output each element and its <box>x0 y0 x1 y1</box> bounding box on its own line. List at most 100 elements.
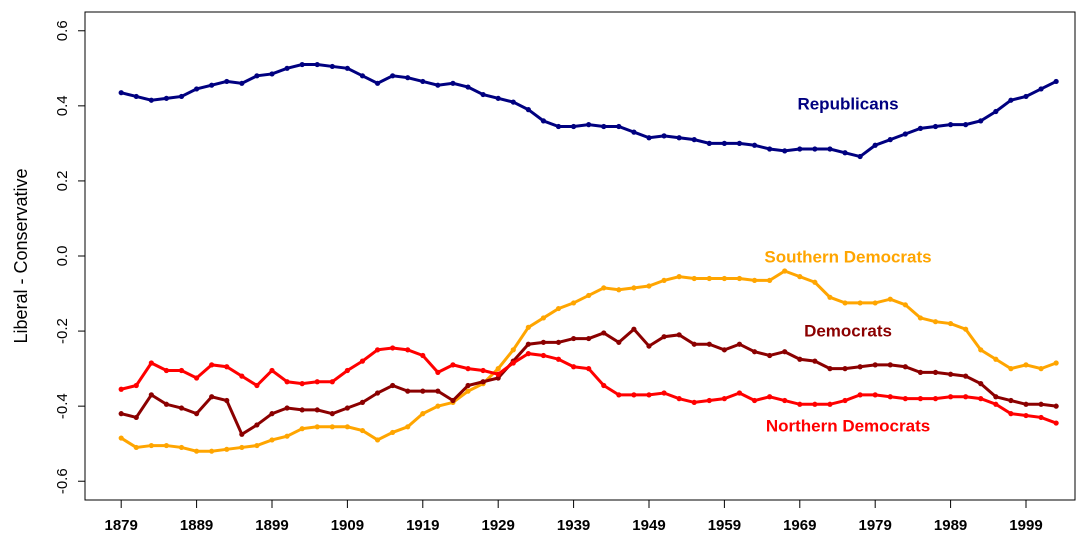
data-point <box>148 97 154 103</box>
data-point <box>751 349 758 355</box>
data-point <box>767 277 773 283</box>
data-point <box>797 401 803 407</box>
data-point <box>947 122 954 128</box>
data-point <box>586 122 592 128</box>
data-point <box>193 448 200 454</box>
series-label: Democrats <box>804 321 892 340</box>
data-point <box>133 414 139 421</box>
x-tick-label: 1899 <box>255 517 288 534</box>
data-point <box>751 397 758 404</box>
x-tick-label: 1979 <box>859 517 892 534</box>
data-point <box>465 84 471 90</box>
data-point <box>133 382 139 389</box>
data-point <box>978 347 984 353</box>
data-point <box>118 411 124 417</box>
data-point <box>480 367 486 374</box>
data-point <box>465 382 471 389</box>
data-point <box>450 80 456 86</box>
data-point <box>525 341 531 347</box>
data-point <box>224 397 230 404</box>
data-point <box>586 292 592 299</box>
x-tick-label: 1969 <box>783 517 816 534</box>
data-point <box>932 396 939 402</box>
data-point <box>932 369 939 375</box>
data-point <box>842 397 848 404</box>
data-point <box>1038 401 1044 407</box>
x-tick-label: 1989 <box>934 517 967 534</box>
series-line <box>120 346 1057 425</box>
data-point <box>691 399 697 405</box>
data-point <box>118 90 124 96</box>
data-point <box>993 401 999 407</box>
data-point <box>782 397 788 404</box>
data-point <box>947 320 954 327</box>
data-point <box>329 411 335 417</box>
data-point <box>254 442 260 449</box>
data-point <box>420 411 426 417</box>
data-point <box>767 352 773 359</box>
data-point <box>857 364 863 370</box>
data-point <box>465 388 471 394</box>
y-tick-label: 0.4 <box>54 95 71 116</box>
y-tick-label: 0.0 <box>54 246 71 267</box>
data-point <box>570 123 577 130</box>
x-tick-label: 1909 <box>331 517 364 534</box>
data-point <box>540 315 547 321</box>
data-point <box>963 122 969 128</box>
data-point <box>359 73 366 79</box>
data-point <box>239 431 245 437</box>
data-point <box>1023 401 1029 407</box>
data-point <box>314 407 320 413</box>
data-point <box>118 386 124 392</box>
data-point <box>782 268 788 274</box>
data-point <box>1038 86 1044 92</box>
data-point <box>374 390 381 396</box>
data-point <box>555 305 562 312</box>
data-point <box>209 362 215 368</box>
data-point <box>827 366 833 372</box>
data-point <box>405 424 411 430</box>
data-point <box>193 411 200 417</box>
data-point <box>993 356 999 362</box>
data-point <box>555 123 562 130</box>
data-point <box>661 277 667 283</box>
data-point <box>872 142 878 148</box>
data-point <box>405 347 411 353</box>
data-point <box>797 356 803 362</box>
data-point <box>1008 366 1014 372</box>
data-point <box>390 73 396 79</box>
data-point <box>239 373 245 379</box>
data-point <box>359 358 366 364</box>
data-point <box>691 341 697 347</box>
data-point <box>616 392 622 398</box>
data-point <box>495 366 501 372</box>
data-point <box>435 369 441 375</box>
data-point <box>1023 93 1029 100</box>
data-point <box>314 61 320 68</box>
data-point <box>1008 397 1014 404</box>
data-point <box>1038 366 1044 372</box>
data-point <box>993 394 999 400</box>
data-point <box>148 442 154 449</box>
data-point <box>163 401 170 407</box>
data-point <box>917 125 924 131</box>
data-point <box>329 63 335 70</box>
data-point <box>314 379 320 385</box>
data-point <box>812 358 818 364</box>
data-point <box>525 324 531 330</box>
data-point <box>1023 412 1029 419</box>
data-point <box>510 99 516 105</box>
data-point <box>631 285 637 291</box>
data-point <box>178 93 185 100</box>
data-point <box>827 146 833 152</box>
data-point <box>254 422 260 428</box>
data-point <box>133 444 139 451</box>
x-tick-label: 1889 <box>180 517 213 534</box>
data-point <box>329 424 335 430</box>
data-point <box>616 123 622 130</box>
data-point <box>254 73 260 79</box>
data-point <box>706 341 712 347</box>
data-point <box>887 394 893 400</box>
data-point <box>284 65 290 71</box>
